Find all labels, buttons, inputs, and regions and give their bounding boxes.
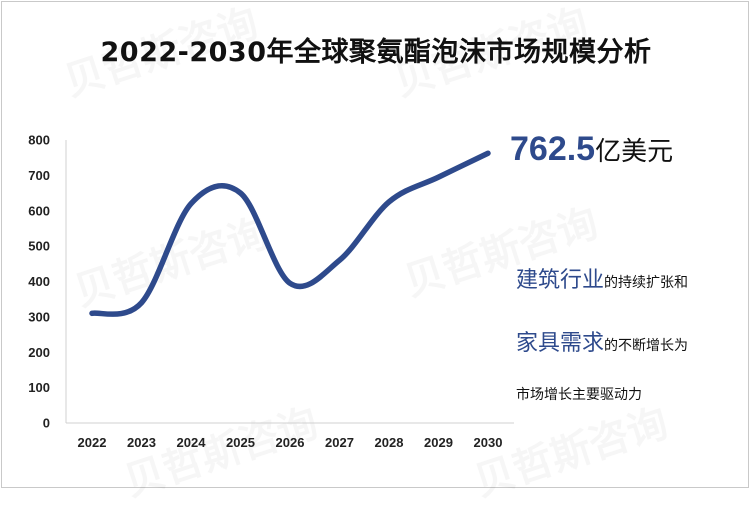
x-tick-label: 2026: [276, 435, 305, 450]
chart-frame: [1, 1, 749, 488]
callout-unit: 亿美元: [595, 137, 674, 167]
x-tick-label: 2027: [325, 435, 354, 450]
y-tick-label: 100: [28, 380, 50, 395]
y-tick-label: 300: [28, 309, 50, 324]
x-tick-label: 2022: [78, 435, 107, 450]
note-emphasis-2: 家具需求: [516, 331, 605, 356]
series-line: [89, 150, 491, 317]
y-tick-label: 400: [28, 274, 50, 289]
y-tick-label: 500: [28, 239, 50, 254]
y-tick-label: 600: [28, 203, 50, 218]
note-line-3: 市场增长主要驱动力: [516, 384, 642, 404]
x-tick-label: 2028: [375, 435, 404, 450]
note-line-1: 建筑行业的持续扩张和: [516, 262, 688, 294]
x-tick-label: 2030: [474, 435, 503, 450]
note-text-3: 市场增长主要驱动力: [516, 387, 642, 403]
y-tick-label: 700: [28, 168, 50, 183]
note-emphasis-1: 建筑行业: [516, 268, 605, 293]
x-tick-label: 2029: [424, 435, 453, 450]
callout-value: 762.5: [510, 130, 596, 168]
x-tick-label: 2025: [226, 435, 255, 450]
y-tick-label: 0: [43, 416, 50, 431]
note-text-1: 的持续扩张和: [604, 275, 689, 291]
series-group: [89, 150, 491, 317]
x-axis: 2022 2023 2024 2025 2026 2027 2028 2029 2030: [66, 422, 514, 450]
x-tick-label: 2024: [177, 435, 207, 450]
note-text-2: 的不断增长为: [604, 338, 689, 354]
x-tick-label: 2023: [127, 435, 156, 450]
note-line-2: 家具需求的不断增长为: [516, 325, 688, 357]
y-axis: 0 100 200 300 400 500 600 700 800: [28, 133, 67, 431]
y-tick-label: 200: [28, 345, 50, 360]
value-callout: 762.5亿美元: [510, 130, 673, 169]
chart-title: 2022-2030年全球聚氨酯泡沫市场规模分析: [100, 37, 652, 68]
y-tick-label: 800: [28, 133, 50, 148]
